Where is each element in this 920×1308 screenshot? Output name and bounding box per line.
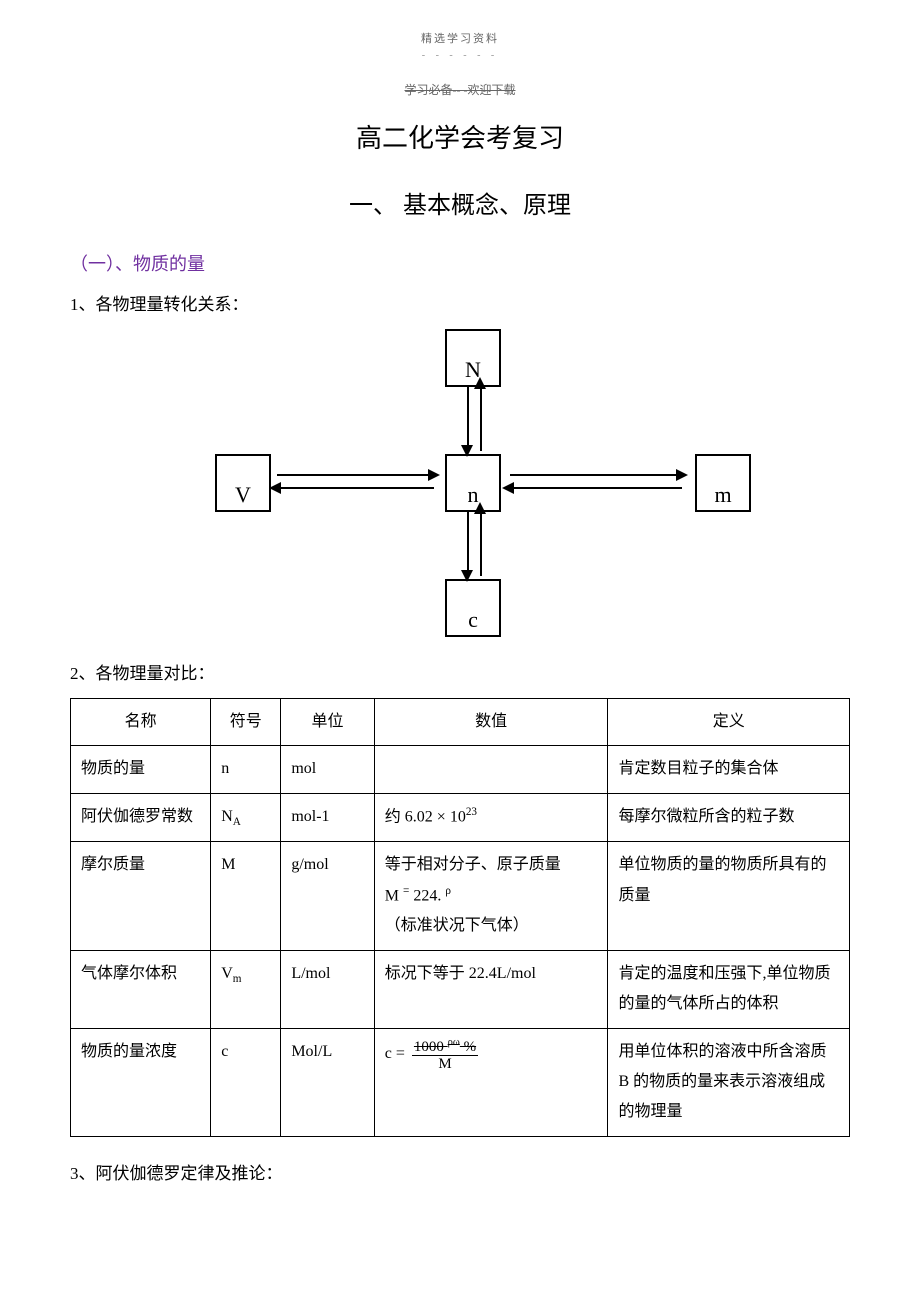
arrowhead-n-c-down xyxy=(461,570,473,582)
table-cell: mol xyxy=(281,746,374,793)
arrowhead-n-c-up xyxy=(474,502,486,514)
table-cell: NA xyxy=(211,793,281,841)
th-symbol: 符号 xyxy=(211,699,281,746)
section-header-1: （一）、物质的量 xyxy=(70,250,850,276)
table-cell: 肯定的温度和压强下,单位物质的量的气体所占的体积 xyxy=(608,950,850,1028)
table-cell: c = 1000 ρω %M xyxy=(374,1028,608,1136)
table-row: 物质的量nmol 肯定数目粒子的集合体 xyxy=(71,746,850,793)
table-cell: n xyxy=(211,746,281,793)
chapter-title: 一、 基本概念、原理 xyxy=(70,185,850,220)
th-value: 数值 xyxy=(374,699,608,746)
th-name: 名称 xyxy=(71,699,211,746)
relation-diagram: N V n m c xyxy=(160,329,760,639)
comparison-table: 名称 符号 单位 数值 定义 物质的量nmol肯定数目粒子的集合体阿伏伽德罗常数… xyxy=(70,698,850,1137)
table-cell: 气体摩尔体积 xyxy=(71,950,211,1028)
page-title: 高二化学会考复习 xyxy=(70,118,850,155)
arrowhead-n-m-left xyxy=(502,482,514,494)
arrowhead-n-m-right xyxy=(676,469,688,481)
table-cell: 每摩尔微粒所含的粒子数 xyxy=(608,793,850,841)
arrow-n-m-right xyxy=(510,474,680,476)
node-V: V xyxy=(215,454,271,512)
table-cell: 等于相对分子、原子质量M = 224. ρ （标准状况下气体） xyxy=(374,842,608,951)
table-cell: 物质的量浓度 xyxy=(71,1028,211,1136)
table-row: 阿伏伽德罗常数NAmol-1约 6.02 × 1023每摩尔微粒所含的粒子数 xyxy=(71,793,850,841)
arrow-N-n-up xyxy=(480,387,482,451)
table-cell xyxy=(374,746,608,793)
table-cell: Vm xyxy=(211,950,281,1028)
arrowhead-N-n-up xyxy=(474,377,486,389)
header-dashes: - - - - - - xyxy=(70,50,850,61)
arrowhead-N-n-down xyxy=(461,445,473,457)
table-cell: Mol/L xyxy=(281,1028,374,1136)
table-cell: 摩尔质量 xyxy=(71,842,211,951)
table-cell: 用单位体积的溶液中所含溶质 B 的物质的量来表示溶液组成的物理量 xyxy=(608,1028,850,1136)
arrow-n-m-left xyxy=(512,487,682,489)
node-c: c xyxy=(445,579,501,637)
table-cell: 单位物质的量的物质所具有的质量 xyxy=(608,842,850,951)
table-cell: M xyxy=(211,842,281,951)
table-row: 气体摩尔体积VmL/mol标况下等于 22.4L/mol 肯定的温度和压强下,单… xyxy=(71,950,850,1028)
header-watermark-1: 精选学习资料 xyxy=(70,30,850,46)
table-cell: 阿伏伽德罗常数 xyxy=(71,793,211,841)
table-header-row: 名称 符号 单位 数值 定义 xyxy=(71,699,850,746)
table-cell: 约 6.02 × 1023 xyxy=(374,793,608,841)
arrow-V-n-right xyxy=(277,474,432,476)
subsection-1-1: 1、各物理量转化关系： xyxy=(70,290,850,315)
header-watermark-2: 学习必备-- -欢迎下载 xyxy=(70,81,850,98)
table-row: 摩尔质量Mg/mol等于相对分子、原子质量M = 224. ρ （标准状况下气体… xyxy=(71,842,850,951)
node-n: n xyxy=(445,454,501,512)
table-cell: c xyxy=(211,1028,281,1136)
arrow-n-c-up xyxy=(480,512,482,576)
th-definition: 定义 xyxy=(608,699,850,746)
table-cell: L/mol xyxy=(281,950,374,1028)
table-row: 物质的量浓度cMol/Lc = 1000 ρω %M用单位体积的溶液中所含溶质 … xyxy=(71,1028,850,1136)
table-cell: 物质的量 xyxy=(71,746,211,793)
subsection-1-3: 3、阿伏伽德罗定律及推论： xyxy=(70,1159,850,1184)
table-cell: 标况下等于 22.4L/mol xyxy=(374,950,608,1028)
node-N: N xyxy=(445,329,501,387)
arrow-V-n-left xyxy=(279,487,434,489)
table-cell: mol-1 xyxy=(281,793,374,841)
table-cell: 肯定数目粒子的集合体 xyxy=(608,746,850,793)
arrowhead-V-n-left xyxy=(269,482,281,494)
table-body: 物质的量nmol肯定数目粒子的集合体阿伏伽德罗常数NAmol-1约 6.02 ×… xyxy=(71,746,850,1136)
node-m: m xyxy=(695,454,751,512)
arrow-N-n-down xyxy=(467,385,469,449)
arrow-n-c-down xyxy=(467,510,469,574)
th-unit: 单位 xyxy=(281,699,374,746)
arrowhead-V-n-right xyxy=(428,469,440,481)
table-cell: g/mol xyxy=(281,842,374,951)
subsection-1-2: 2、各物理量对比： xyxy=(70,659,850,684)
